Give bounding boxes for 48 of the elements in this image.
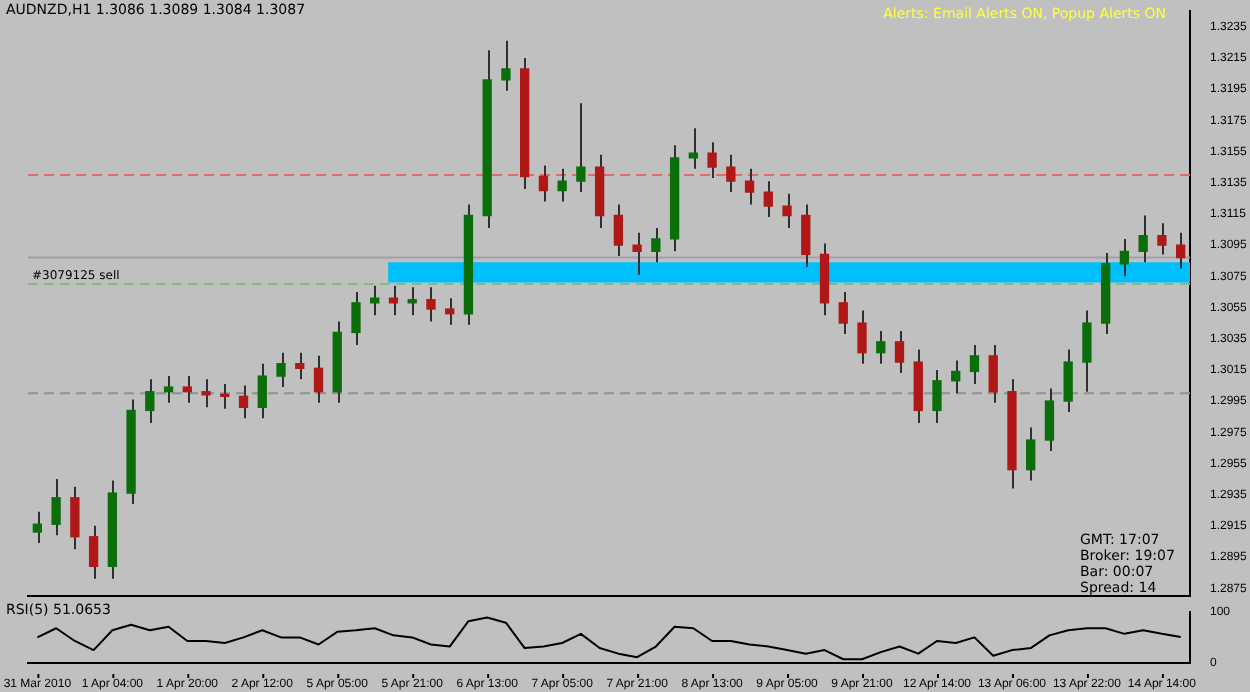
- candlestick: [707, 141, 717, 180]
- candlestick: [295, 351, 305, 381]
- candlestick: [445, 297, 455, 326]
- candlestick: [613, 203, 624, 258]
- candlestick: [1063, 348, 1073, 413]
- candlestick: [88, 524, 99, 580]
- candlestick: [951, 359, 961, 395]
- candlestick: [351, 290, 361, 346]
- candlestick: [969, 343, 980, 385]
- candlestick: [1082, 309, 1092, 393]
- candlestick: [1026, 426, 1036, 482]
- candlestick: [763, 180, 773, 219]
- candlestick: [876, 329, 886, 365]
- candlestick: [838, 290, 848, 336]
- candlestick: [576, 102, 586, 194]
- candlestick: [313, 354, 324, 404]
- candlestick: [726, 153, 736, 194]
- candlestick: [894, 329, 905, 374]
- candlestick: [857, 309, 867, 365]
- candlestick: [388, 284, 399, 317]
- candlestick: [145, 378, 155, 424]
- candlestick: [70, 485, 80, 551]
- candlestick: [632, 231, 642, 276]
- candlestick: [182, 375, 192, 404]
- candlestick: [988, 343, 998, 404]
- candlestick: [32, 510, 43, 544]
- candlestick: [257, 362, 267, 420]
- candlestick: [238, 384, 249, 420]
- candlestick: [744, 167, 755, 206]
- candlestick: [1138, 214, 1148, 264]
- candlestick: [163, 375, 174, 404]
- candlestick: [688, 127, 698, 170]
- candlestick: [1044, 387, 1055, 452]
- candlestick: [1157, 222, 1167, 256]
- candlestick: [51, 478, 61, 537]
- candlestick: [1175, 231, 1186, 270]
- candlestick: [1119, 237, 1130, 278]
- candlestick: [276, 351, 286, 389]
- candlestick: [370, 284, 380, 317]
- candlestick: [782, 192, 792, 229]
- candlestick: [801, 203, 811, 268]
- candlestick: [426, 286, 436, 323]
- candlestick: [557, 167, 567, 203]
- candlestick: [932, 368, 942, 424]
- candlestick: [201, 378, 211, 409]
- candlestick: [538, 164, 549, 203]
- candlestick: [651, 226, 661, 264]
- candlestick: [501, 39, 511, 92]
